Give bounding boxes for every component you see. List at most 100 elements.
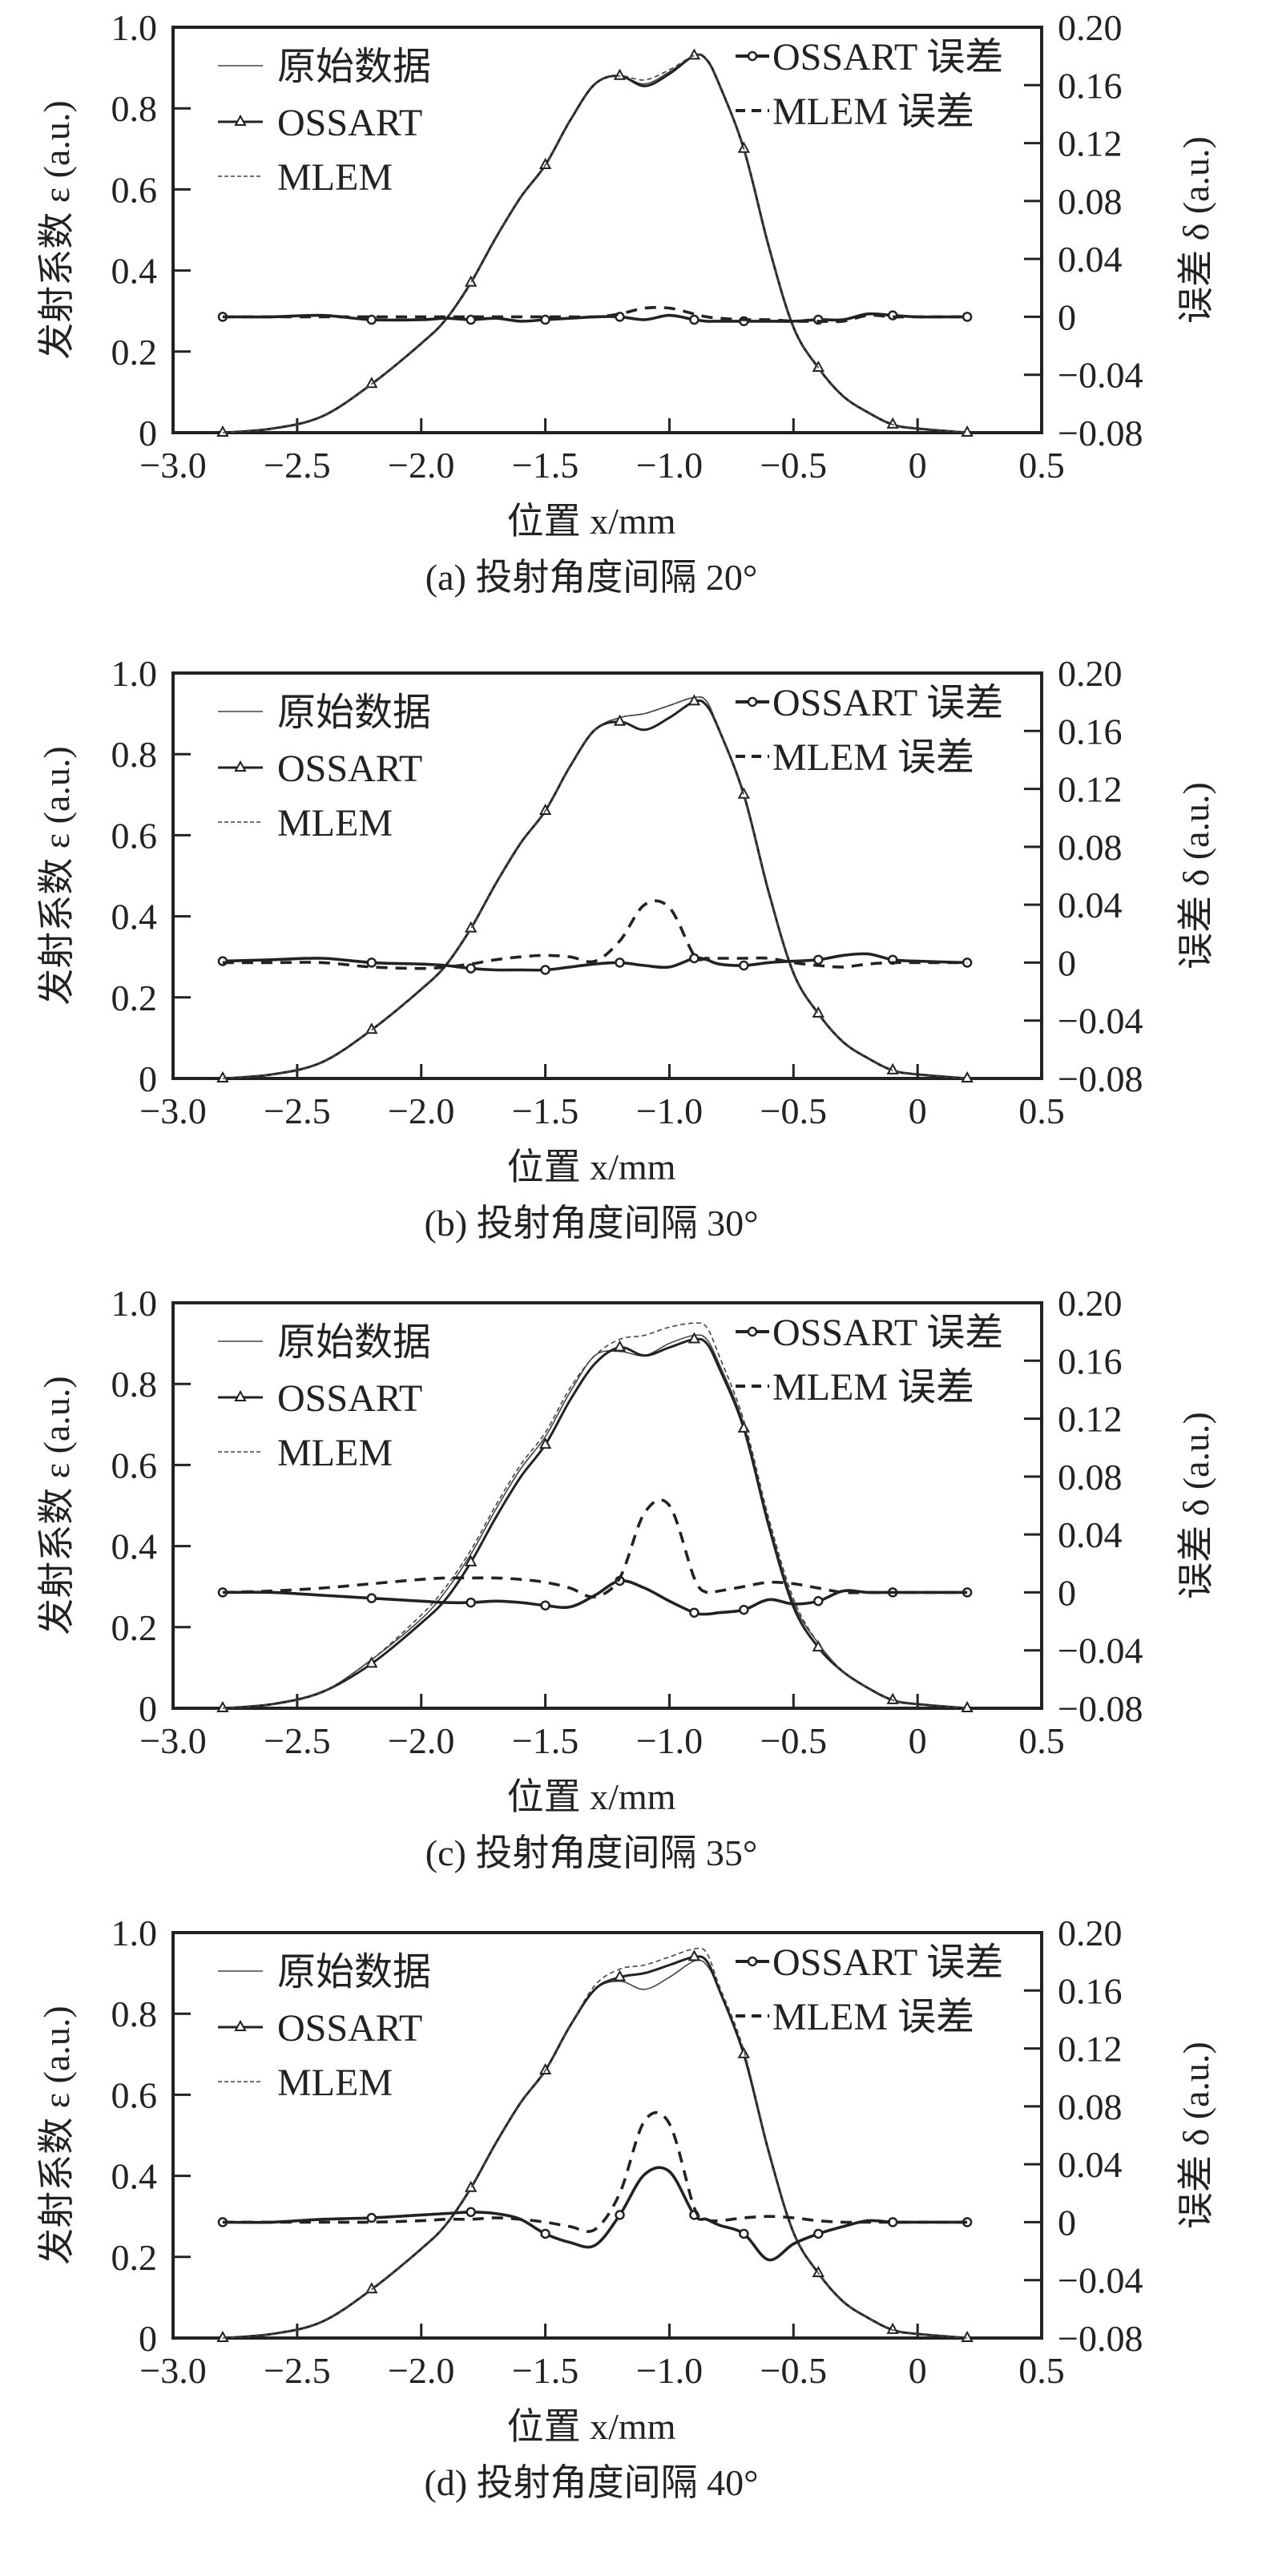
legend-marker	[747, 50, 758, 62]
x-tick-label: 0	[909, 1090, 927, 1131]
data-point-ossart-error	[615, 957, 625, 968]
y2-axis-label: 误差 δ (a.u.)	[1175, 1412, 1216, 1599]
x-axis-label: 位置 x/mm	[507, 1776, 676, 1817]
data-point-ossart-error	[813, 1596, 824, 1606]
data-point-ossart	[216, 1070, 229, 1082]
y-tick-label: 0.4	[111, 2156, 158, 2197]
series-line-ossart-error	[222, 312, 968, 323]
legend-label-ossart: OSSART	[277, 748, 422, 790]
data-point-ossart	[812, 2265, 825, 2278]
data-point-ossart-error	[366, 1593, 377, 1603]
plot-frame	[171, 26, 1043, 434]
x-tick-label: −3.0	[139, 1720, 206, 1761]
data-point-ossart	[961, 425, 974, 437]
data-point-ossart	[613, 1340, 627, 1352]
chart-panel-a: −3.0 −2.5 −2.0 −1.5 −1.0 −0.5 0 0.5 0 0.2 0.4 0.6 0.…	[36, 7, 1216, 598]
series-group	[216, 1947, 974, 2342]
data-point-ossart	[613, 68, 627, 80]
legend-label-original: 原始数据	[277, 1321, 431, 1364]
panel-caption: (b) 投射角度间隔 30°	[424, 1203, 758, 1244]
series-group	[216, 694, 974, 1082]
x-tick-label: −1.5	[512, 2350, 579, 2391]
data-point-ossart-error	[540, 314, 550, 325]
data-point-ossart-error	[739, 1604, 749, 1615]
y2-tick-label: −0.04	[1058, 1001, 1143, 1042]
series-group	[216, 1322, 974, 1712]
y-tick-label: 0.6	[111, 1445, 158, 1486]
series-line-mlem	[222, 696, 968, 1079]
y2-tick-label: 0	[1058, 296, 1076, 337]
legend-right: OSSART 误差 MLEM 误差	[736, 36, 1003, 133]
x-tick-label: 0	[909, 1720, 927, 1761]
data-point-ossart	[812, 360, 825, 373]
y-tick-label: 0	[139, 1688, 157, 1729]
series-line-ossart-error	[222, 1578, 968, 1616]
y-tick-label: 0.6	[111, 169, 158, 210]
y-tick-label: 0.4	[111, 897, 158, 937]
data-point-ossart-error	[540, 1600, 550, 1611]
y-tick-label: 0.6	[111, 2074, 158, 2115]
x-tick-label: −2.0	[388, 1720, 454, 1761]
legend-left: 原始数据 OSSART MLEM	[218, 691, 431, 845]
x-tick-label: −0.5	[760, 445, 827, 486]
legend-marker	[234, 1389, 247, 1401]
y2-axis-label: 误差 δ (a.u.)	[1175, 782, 1216, 970]
data-point-ossart	[613, 714, 627, 726]
data-point-ossart	[365, 1656, 378, 1668]
series-line-ossart	[222, 1955, 968, 2340]
legend-marker	[747, 1326, 758, 1337]
y2-tick-label: 0.20	[1058, 653, 1123, 694]
x-tick-label: −0.5	[760, 2350, 827, 2391]
series-line-mlem-error	[222, 305, 968, 324]
x-tick-label: 0.5	[1018, 1090, 1065, 1131]
series-group	[216, 48, 974, 437]
data-point-ossart	[464, 1554, 478, 1566]
y-tick-label: 1.0	[111, 653, 158, 694]
data-point-ossart	[216, 425, 229, 437]
legend-label-ossart: OSSART	[277, 1377, 422, 1420]
y-tick-label: 0.2	[111, 1607, 158, 1648]
legend-label-mlem-error: MLEM 误差	[772, 1366, 974, 1409]
legend-right: OSSART 误差 MLEM 误差	[736, 1941, 1003, 2038]
y-tick-label: 0.2	[111, 978, 158, 1018]
y2-axis-label: 误差 δ (a.u.)	[1175, 2042, 1216, 2229]
data-point-ossart	[961, 2330, 974, 2342]
data-point-ossart	[687, 694, 701, 706]
y2-tick-label: 0.04	[1058, 1514, 1123, 1555]
data-point-ossart-error	[813, 954, 824, 965]
legend-label-original: 原始数据	[277, 691, 431, 734]
data-point-ossart	[613, 1969, 627, 1981]
data-point-ossart	[464, 275, 478, 287]
x-tick-label: −0.5	[760, 1720, 827, 1761]
series-line-ossart-error	[222, 952, 968, 972]
x-tick-label: 0.5	[1018, 2350, 1065, 2391]
x-tick-label: −2.5	[264, 445, 330, 486]
plot-frame	[171, 1931, 1043, 2340]
x-axis-label: 位置 x/mm	[507, 1147, 676, 1187]
y2-tick-label: 0.16	[1058, 711, 1123, 752]
x-tick-label: −1.5	[512, 445, 579, 486]
panel-caption: (a) 投射角度间隔 20°	[425, 557, 757, 598]
data-point-ossart-error	[366, 314, 377, 325]
y2-tick-label: 0.08	[1058, 2086, 1123, 2127]
x-tick-label: 0	[909, 445, 927, 486]
y2-tick-label: 0.16	[1058, 1340, 1123, 1381]
y2-tick-label: 0.04	[1058, 885, 1123, 925]
y2-tick-label: −0.08	[1058, 413, 1143, 454]
legend-label-mlem-error: MLEM 误差	[772, 1996, 974, 2038]
data-point-ossart-error	[466, 1597, 476, 1608]
y2-tick-label: 0.04	[1058, 2144, 1123, 2185]
x-tick-label: −2.0	[388, 1090, 454, 1131]
legend-right: OSSART 误差 MLEM 误差	[736, 1312, 1003, 1409]
y2-tick-label: 0	[1058, 942, 1076, 983]
data-point-ossart-error	[615, 2210, 625, 2220]
series-line-ossart	[222, 1337, 968, 1710]
y-axis-label: 发射系数 ε (a.u.)	[36, 1376, 77, 1635]
y-tick-label: 0.2	[111, 332, 158, 373]
legend-label-mlem: MLEM	[277, 802, 393, 845]
y-axis-label: 发射系数 ε (a.u.)	[36, 746, 77, 1005]
y-tick-label: 0.4	[111, 251, 158, 292]
legend-marker	[747, 1956, 758, 1967]
data-point-ossart	[538, 803, 552, 816]
legend-label-mlem-error: MLEM 误差	[772, 91, 974, 133]
